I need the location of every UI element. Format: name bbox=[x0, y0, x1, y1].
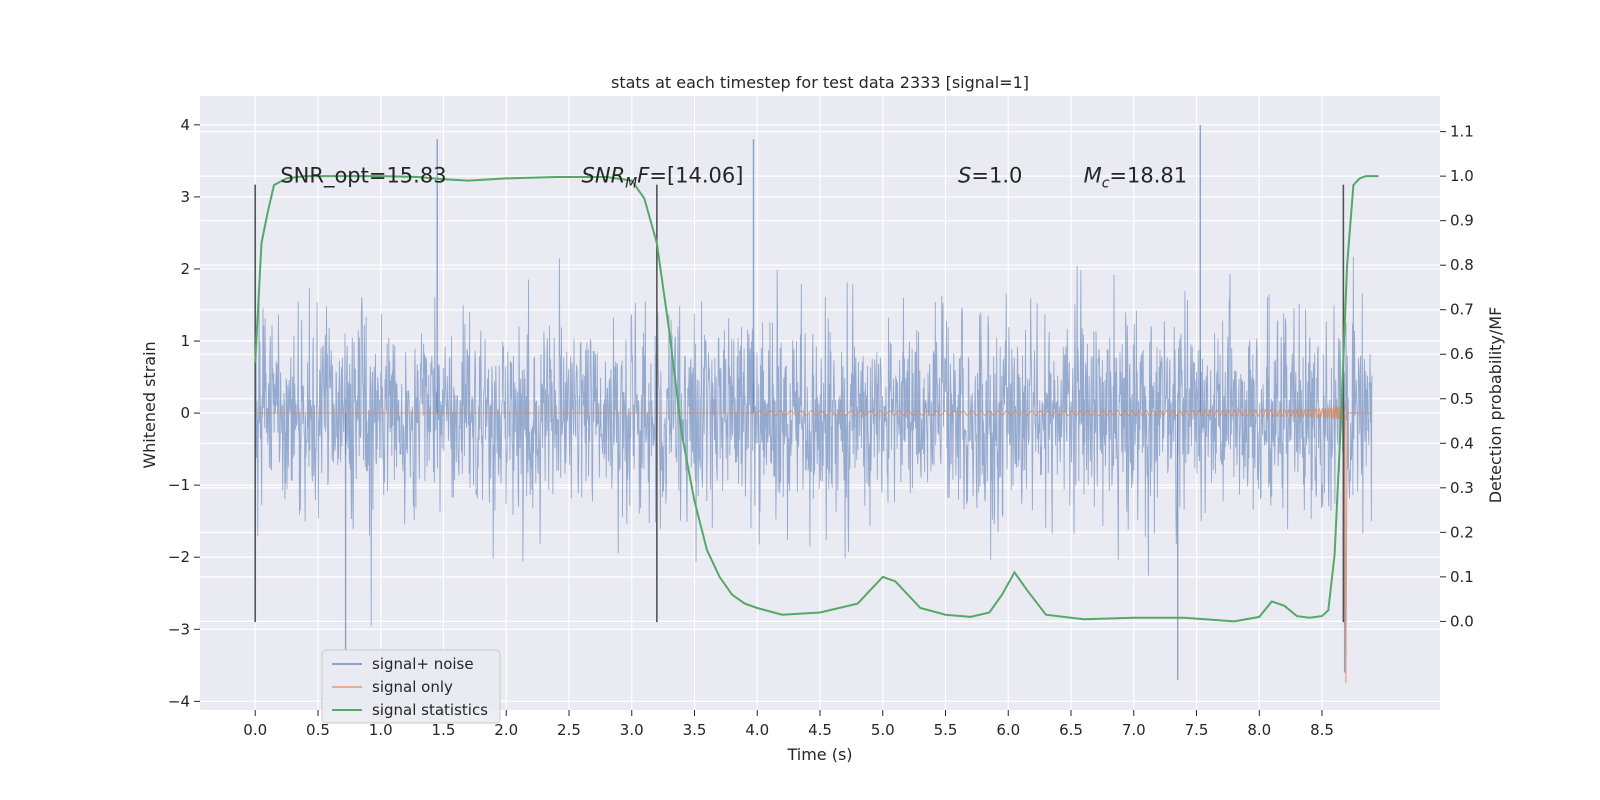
signal-only-series bbox=[255, 402, 1373, 684]
legend-label: signal+ noise bbox=[372, 655, 474, 673]
x-tick-label: 7.0 bbox=[1122, 721, 1146, 739]
x-tick-label: 6.5 bbox=[1059, 721, 1083, 739]
signal-statistics-series bbox=[254, 175, 1379, 623]
y-tick-label: −3 bbox=[168, 620, 190, 638]
x-tick-label: 4.5 bbox=[808, 721, 832, 739]
y-tick-label: 3 bbox=[180, 188, 190, 206]
x-tick-label: 0.0 bbox=[243, 721, 267, 739]
y-tick-label: −1 bbox=[168, 476, 190, 494]
y-right-tick-label: 0.1 bbox=[1450, 568, 1474, 586]
y-tick-label: 4 bbox=[180, 116, 190, 134]
vertical-markers bbox=[254, 184, 1345, 623]
y-axis-label: Whitened strain bbox=[140, 341, 159, 468]
y-right-tick-label: 0.3 bbox=[1450, 479, 1474, 497]
x-tick-label: 5.5 bbox=[934, 721, 958, 739]
y-tick-label: −4 bbox=[168, 692, 190, 710]
y-right-tick-label: 0.8 bbox=[1450, 256, 1474, 274]
x-tick-label: 2.5 bbox=[557, 721, 581, 739]
y-right-tick-label: 0.9 bbox=[1450, 212, 1474, 230]
x-tick-label: 1.0 bbox=[369, 721, 393, 739]
legend: signal+ noise signal only signal statistic… bbox=[321, 649, 501, 724]
x-tick-label: 8.0 bbox=[1247, 721, 1271, 739]
y-right-tick-label: 0.2 bbox=[1450, 523, 1474, 541]
signal-noise-series bbox=[254, 124, 1373, 680]
annotation-text: SNRMF=[14.06] bbox=[582, 163, 744, 191]
annotation-text: SNR_opt=15.83 bbox=[280, 163, 446, 188]
y-right-tick-label: 1.1 bbox=[1450, 123, 1474, 141]
x-tick-label: 6.0 bbox=[996, 721, 1020, 739]
x-tick-label: 3.5 bbox=[683, 721, 707, 739]
legend-label: signal only bbox=[372, 678, 453, 696]
annotation-text: Mc=18.81 bbox=[1084, 163, 1188, 191]
x-tick-label: 7.5 bbox=[1185, 721, 1209, 739]
signal-noise-line bbox=[254, 256, 1373, 626]
y-right-tick-label: 0.7 bbox=[1450, 301, 1474, 319]
y-right-tick-label: 0.4 bbox=[1450, 434, 1474, 452]
axes: 0.0 0.5 1.0 1.5 2.0 2.5 3.0 3.5 4.0 4.5 5.0 5.5 6.0 6… bbox=[168, 116, 1474, 739]
y-tick-label: 2 bbox=[180, 260, 190, 278]
x-tick-label: 5.0 bbox=[871, 721, 895, 739]
x-tick-label: 3.0 bbox=[620, 721, 644, 739]
y-tick-label: −2 bbox=[168, 548, 190, 566]
x-tick-label: 4.0 bbox=[745, 721, 769, 739]
chart-title: stats at each timestep for test data 233… bbox=[611, 73, 1029, 92]
y-tick-label: 0 bbox=[180, 404, 190, 422]
legend-box bbox=[321, 649, 501, 724]
legend-label: signal statistics bbox=[372, 701, 488, 719]
x-tick-label: 0.5 bbox=[306, 721, 330, 739]
y-right-tick-label: 0.6 bbox=[1450, 345, 1474, 363]
y-right-tick-label: 0.5 bbox=[1450, 390, 1474, 408]
signal-only-line bbox=[255, 402, 1373, 684]
y-right-tick-label: 0.0 bbox=[1450, 612, 1474, 630]
annotation-text: S=1.0 bbox=[958, 163, 1022, 187]
x-tick-label: 2.0 bbox=[494, 721, 518, 739]
x-tick-label: 8.5 bbox=[1310, 721, 1334, 739]
y-axis-label-right: Detection probability/MF bbox=[1486, 307, 1505, 504]
y-tick-label: 1 bbox=[180, 332, 190, 350]
x-tick-label: 1.5 bbox=[432, 721, 456, 739]
y-right-tick-label: 1.0 bbox=[1450, 167, 1474, 185]
annotations: SNR_opt=15.83 SNRMF=[14.06] S=1.0 Mc=18.81 bbox=[280, 163, 1187, 191]
x-axis-label: Time (s) bbox=[786, 745, 852, 764]
